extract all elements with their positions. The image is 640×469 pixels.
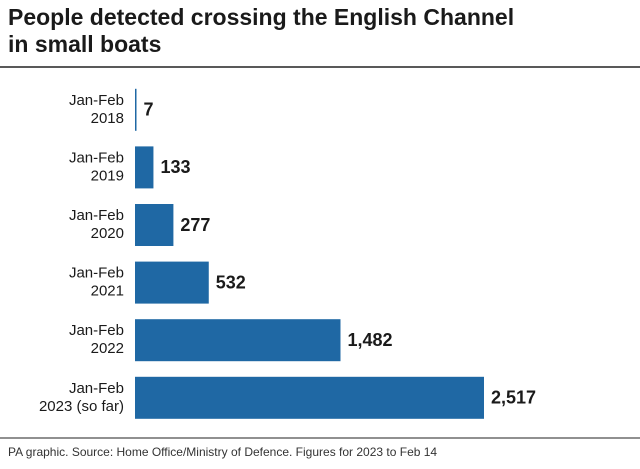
bar [135,319,341,362]
value-label: 133 [160,157,190,177]
bar [135,88,137,131]
bar [135,204,174,246]
source-note: PA graphic. Source: Home Office/Ministry… [8,445,437,459]
y-tick-label: 2019 [91,167,124,184]
bar [135,261,209,304]
value-label: 277 [180,215,210,235]
y-tick-label: 2018 [91,110,124,127]
y-tick-label: Jan-Feb [69,149,124,166]
y-tick-label: Jan-Feb [69,322,124,339]
chart-title: People detected crossing the English Cha… [8,4,514,30]
value-label: 532 [216,272,246,292]
value-label: 1,482 [347,330,392,350]
y-tick-label: 2022 [91,340,124,357]
value-label: 2,517 [491,388,536,408]
y-tick-label: Jan-Feb [69,207,124,224]
chart-title: in small boats [8,31,161,57]
bar [135,376,484,419]
y-tick-label: 2021 [91,283,124,300]
y-tick-label: 2020 [91,225,124,242]
value-label: 7 [144,100,154,120]
y-tick-label: Jan-Feb [69,92,124,109]
y-tick-label: Jan-Feb [69,380,124,397]
bar [135,146,154,189]
y-tick-label: Jan-Feb [69,265,124,282]
y-tick-label: 2023 (so far) [39,398,124,415]
